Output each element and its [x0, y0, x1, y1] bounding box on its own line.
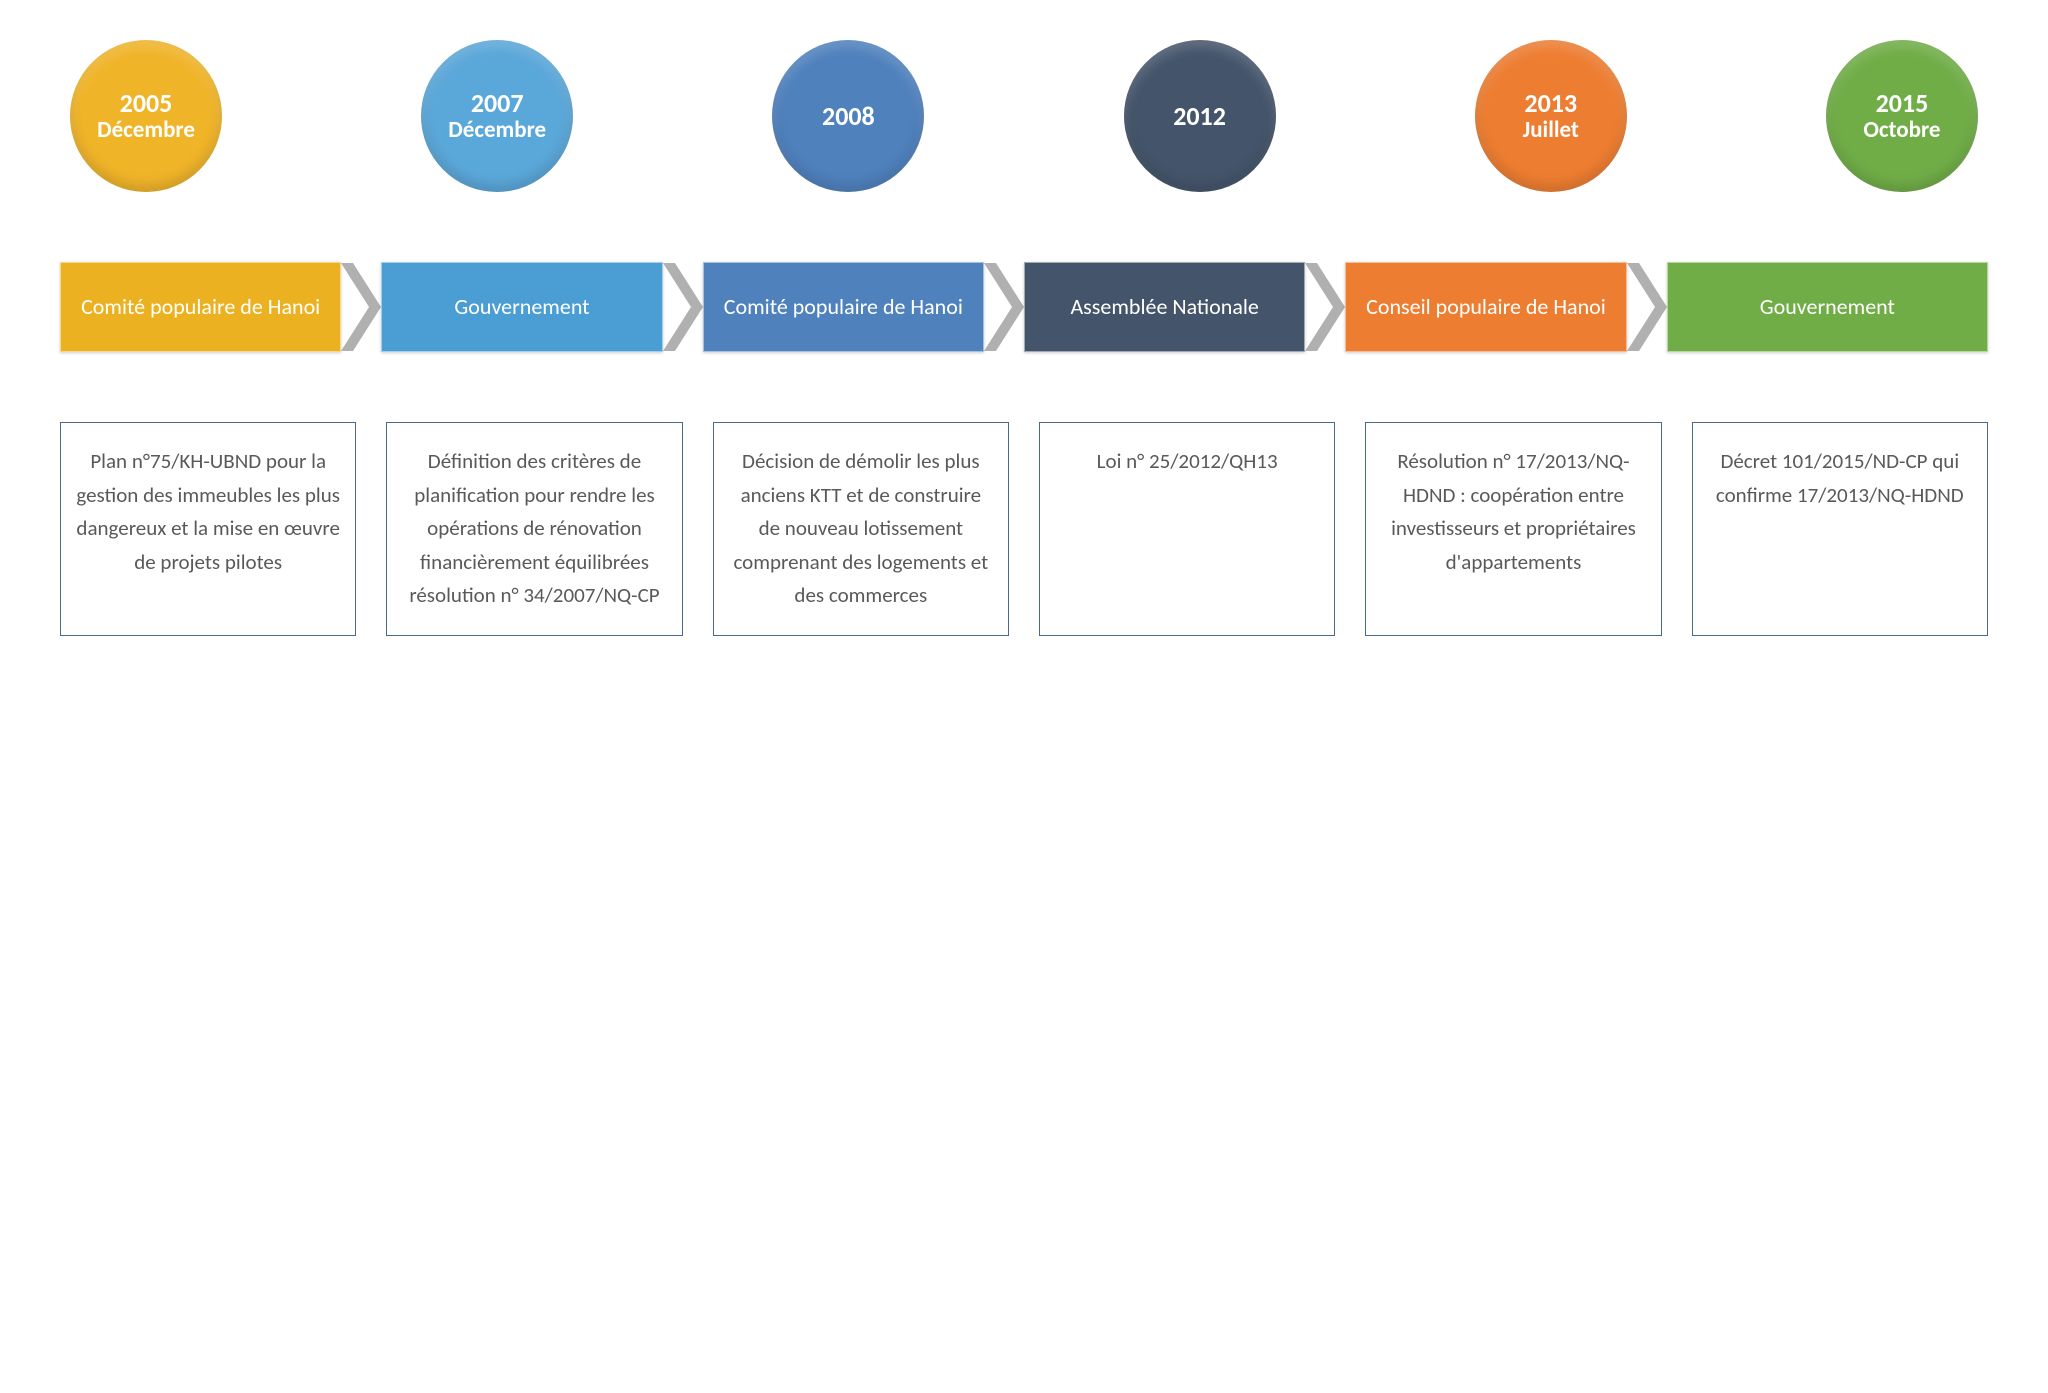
timeline-circle-0: 2005 Décembre: [70, 40, 222, 192]
header-box-0: Comité populaire de Hanoi: [60, 262, 341, 352]
header-unit-5: Gouvernement: [1667, 262, 1988, 352]
header-unit-1: Gouvernement: [381, 262, 702, 352]
header-unit-3: Assemblée Nationale: [1024, 262, 1345, 352]
description-box-1: Définition des critères de planification…: [386, 422, 682, 636]
chevron-right-icon: [1627, 262, 1667, 352]
header-unit-2: Comité populaire de Hanoi: [703, 262, 1024, 352]
description-box-3: Loi n° 25/2012/QH13: [1039, 422, 1335, 636]
month-label: Décembre: [97, 118, 195, 143]
header-unit-4: Conseil populaire de Hanoi: [1345, 262, 1666, 352]
chevron-right-icon: [984, 262, 1024, 352]
year-label: 2005: [120, 89, 173, 118]
timeline-circle-1: 2007 Décembre: [421, 40, 573, 192]
headers-row: Comité populaire de Hanoi Gouvernement C…: [60, 262, 1988, 352]
timeline-circle-5: 2015 Octobre: [1826, 40, 1978, 192]
month-label: Décembre: [448, 118, 546, 143]
descriptions-row: Plan n°75/KH-UBND pour la gestion des im…: [60, 422, 1988, 636]
circles-row: 2005 Décembre 2007 Décembre 2008 2012 20…: [60, 40, 1988, 192]
description-box-4: Résolution n° 17/2013/NQ-HDND : coopérat…: [1365, 422, 1661, 636]
header-box-2: Comité populaire de Hanoi: [703, 262, 984, 352]
timeline-circle-3: 2012: [1124, 40, 1276, 192]
year-label: 2012: [1173, 102, 1226, 131]
header-box-4: Conseil populaire de Hanoi: [1345, 262, 1626, 352]
description-box-2: Décision de démolir les plus anciens KTT…: [713, 422, 1009, 636]
month-label: Octobre: [1863, 118, 1940, 143]
year-label: 2013: [1524, 89, 1577, 118]
description-box-0: Plan n°75/KH-UBND pour la gestion des im…: [60, 422, 356, 636]
year-label: 2015: [1876, 89, 1929, 118]
chevron-right-icon: [341, 262, 381, 352]
chevron-right-icon: [1305, 262, 1345, 352]
header-box-3: Assemblée Nationale: [1024, 262, 1305, 352]
timeline-circle-2: 2008: [772, 40, 924, 192]
year-label: 2007: [471, 89, 524, 118]
month-label: Juillet: [1523, 118, 1579, 143]
header-box-5: Gouvernement: [1667, 262, 1988, 352]
description-box-5: Décret 101/2015/ND-CP qui confirme 17/20…: [1692, 422, 1988, 636]
timeline-diagram: 2005 Décembre 2007 Décembre 2008 2012 20…: [60, 40, 1988, 636]
year-label: 2008: [822, 102, 875, 131]
timeline-circle-4: 2013 Juillet: [1475, 40, 1627, 192]
header-box-1: Gouvernement: [381, 262, 662, 352]
chevron-right-icon: [663, 262, 703, 352]
header-unit-0: Comité populaire de Hanoi: [60, 262, 381, 352]
